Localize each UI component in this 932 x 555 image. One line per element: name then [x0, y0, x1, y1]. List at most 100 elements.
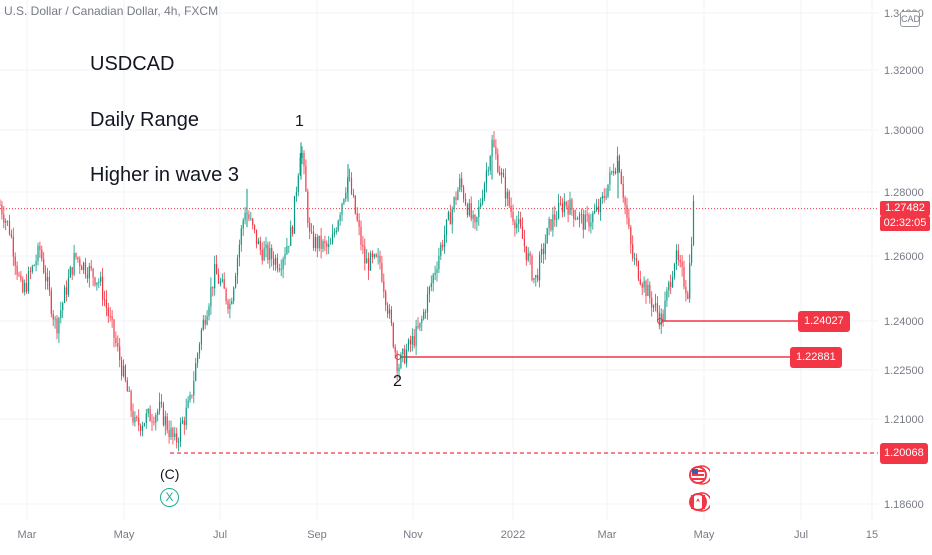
canada-flag-icon[interactable]	[688, 490, 712, 519]
candle-body	[635, 258, 638, 262]
candle-body	[518, 219, 520, 224]
candle-body	[259, 240, 261, 250]
candle-body	[250, 218, 252, 220]
x-event-badge[interactable]: X	[160, 488, 179, 507]
candle-body	[162, 403, 164, 426]
candle-body	[83, 262, 85, 271]
candle-body	[453, 197, 455, 210]
candle-body	[552, 214, 554, 231]
candle-body	[544, 243, 546, 255]
candle-body	[563, 201, 565, 213]
candle-body	[314, 236, 316, 248]
currency-badge[interactable]: CAD	[900, 11, 920, 27]
candle-body	[463, 187, 465, 200]
x-tick-label: Mar	[598, 529, 617, 541]
candle-body	[409, 339, 411, 345]
candle-body	[550, 219, 552, 231]
candle-body	[41, 249, 43, 260]
candle-body	[425, 311, 427, 313]
candle-body	[375, 254, 377, 257]
candle-body	[512, 211, 514, 222]
candle-body	[358, 220, 360, 227]
candle-body	[599, 198, 601, 212]
candle-body	[516, 223, 518, 229]
candle-body	[373, 254, 375, 257]
candle-body	[195, 363, 197, 381]
candle-body	[231, 301, 233, 304]
candle-body	[160, 401, 163, 404]
candle-body	[497, 154, 499, 173]
candle-body	[29, 271, 31, 272]
candle-body	[311, 231, 313, 233]
candle-body	[183, 420, 185, 426]
candle-body	[493, 139, 495, 147]
candle-body	[153, 421, 155, 423]
candle-body	[124, 365, 126, 381]
candle-body	[531, 255, 533, 280]
symbol-title[interactable]: U.S. Dollar / Canadian Dollar, 4h, FXCM	[4, 4, 219, 18]
candle-body	[533, 277, 535, 280]
candle-body	[679, 260, 681, 263]
candle-body	[594, 210, 596, 214]
candle-body	[510, 205, 512, 212]
candle-body	[240, 228, 242, 245]
candle-body	[366, 258, 368, 264]
level-label-1-20068[interactable]: 1.20068	[880, 443, 928, 464]
candle-body	[575, 218, 577, 220]
candle-body	[52, 313, 54, 320]
candle-body	[50, 290, 52, 314]
candle-body	[73, 252, 75, 275]
x-tick-label: Nov	[403, 529, 423, 541]
candle-body	[219, 281, 221, 284]
candle-body	[632, 244, 634, 259]
candle-body	[223, 279, 225, 289]
candle-body	[138, 417, 140, 426]
candle-body	[27, 271, 30, 292]
candle-body	[149, 409, 151, 422]
candle-body	[229, 303, 231, 310]
level-anchor-1-22881	[395, 354, 401, 360]
candle-body	[381, 263, 383, 282]
candle-body	[157, 410, 159, 415]
candle-body	[449, 212, 451, 225]
candle-body	[132, 410, 134, 423]
candle-body	[208, 306, 210, 317]
candle-body	[350, 178, 353, 194]
candle-body	[392, 323, 394, 347]
candle-body	[413, 336, 415, 346]
candle-body	[5, 221, 7, 223]
candle-body	[383, 281, 385, 292]
candle-body	[263, 248, 265, 261]
candle-body	[438, 255, 440, 270]
candle-body	[58, 317, 60, 334]
candle-body	[407, 339, 410, 350]
us-flag-icon[interactable]	[688, 463, 712, 492]
candle-body	[305, 166, 307, 192]
candle-body	[16, 265, 18, 275]
candle-body	[396, 352, 398, 372]
candle-body	[489, 156, 491, 171]
candle-body	[81, 266, 83, 271]
candle-body	[8, 221, 11, 235]
y-tick-label: 1.18600	[884, 499, 924, 511]
candle-body	[65, 287, 68, 295]
candle-body	[371, 253, 373, 257]
candle-body	[615, 170, 617, 174]
candle-body	[210, 286, 212, 307]
level-label-1-24027[interactable]: 1.24027	[798, 311, 850, 332]
candle-body	[502, 172, 505, 177]
candle-body	[337, 221, 339, 231]
countdown-label: 02:32:05	[880, 216, 930, 231]
candle-body	[216, 263, 218, 275]
candle-body	[233, 287, 235, 302]
candle-body	[303, 152, 305, 167]
candle-body	[501, 172, 503, 175]
candle-body	[39, 245, 41, 250]
candle-body	[170, 428, 172, 438]
level-label-1-22881[interactable]: 1.22881	[790, 347, 842, 368]
candle-body	[520, 219, 522, 227]
candle-body	[7, 221, 9, 222]
candle-body	[261, 249, 263, 261]
